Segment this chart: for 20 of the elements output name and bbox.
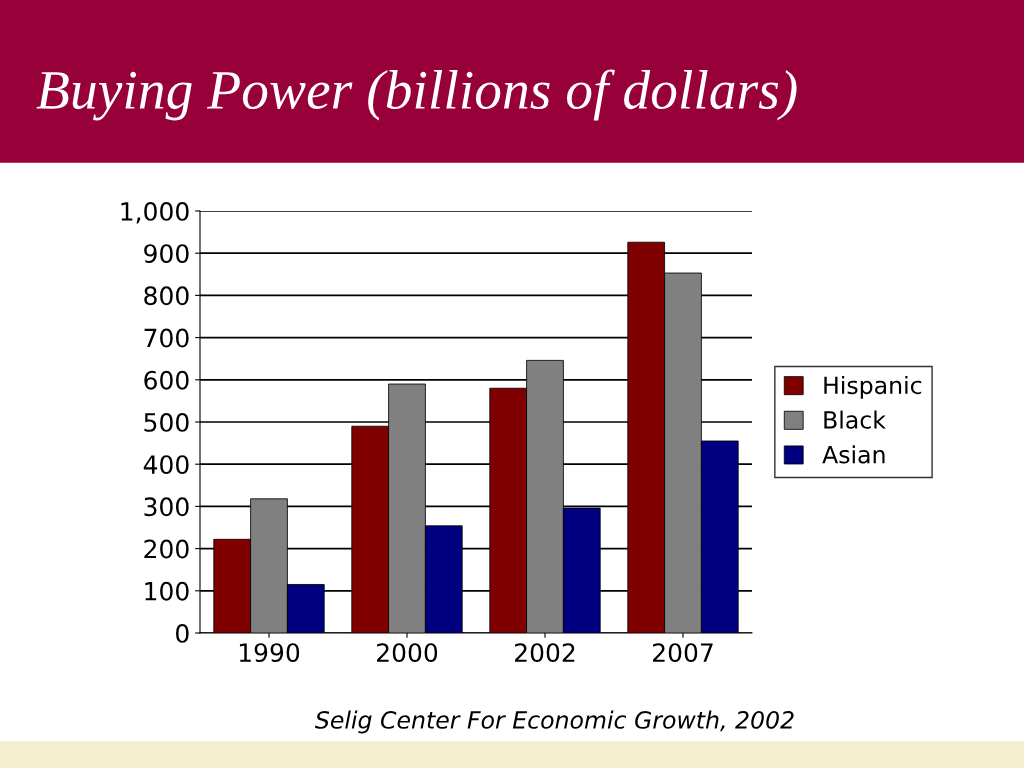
y-tick-label: 700 xyxy=(144,328,189,348)
legend-label: Asian xyxy=(822,445,885,464)
legend-label: Hispanic xyxy=(824,375,922,399)
y-tick-label: 500 xyxy=(144,412,189,432)
x-tick-label: 2002 xyxy=(515,643,575,663)
y-tick-label: 1,000 xyxy=(121,201,189,224)
x-tick-label: 2000 xyxy=(377,643,438,663)
x-tick-label: 1990 xyxy=(239,643,300,663)
legend-label: Black xyxy=(824,410,886,429)
y-tick-label: 800 xyxy=(144,286,189,306)
y-tick-label: 200 xyxy=(144,539,189,559)
y-tick-label: 600 xyxy=(144,370,189,390)
x-tick-label: 2007 xyxy=(653,643,713,663)
y-tick-label: 300 xyxy=(144,497,189,517)
y-tick-label: 100 xyxy=(145,581,189,601)
y-tick-label: 900 xyxy=(144,244,189,264)
chart-title: Buying Power (billions of dollars) xyxy=(36,69,797,121)
text: Selig Center For Economic Growth, 2002 xyxy=(315,710,794,734)
y-tick-label: 0 xyxy=(176,623,189,643)
y-tick-label: 400 xyxy=(143,455,189,475)
